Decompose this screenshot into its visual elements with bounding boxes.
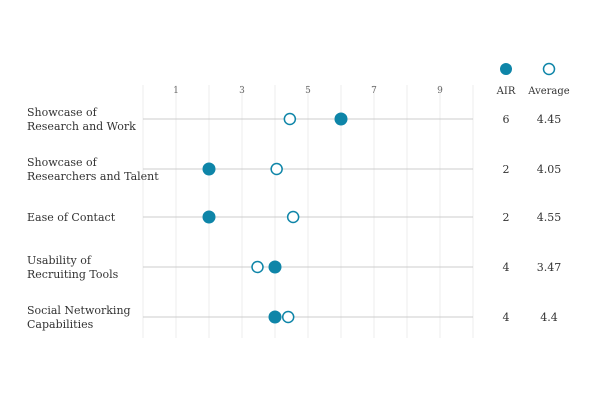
average-value-label: 3.47 xyxy=(537,261,562,274)
air-value-label: 2 xyxy=(503,163,510,176)
legend-average-marker xyxy=(542,62,556,76)
category-label: Ease of Contact xyxy=(27,211,116,224)
average-dot xyxy=(283,112,297,126)
average-dot xyxy=(286,210,300,224)
average-value-label: 4.45 xyxy=(537,113,562,126)
air-dot xyxy=(334,112,348,126)
average-dot xyxy=(270,162,283,176)
legend: AIR Average xyxy=(496,62,570,97)
category-label: Social Networking Capabilities xyxy=(27,304,131,331)
data-points xyxy=(202,112,348,324)
air-dot xyxy=(268,310,282,324)
air-value-label: 2 xyxy=(503,211,510,224)
average-dot xyxy=(251,260,264,274)
air-dot xyxy=(202,162,216,176)
legend-air-label: AIR xyxy=(496,86,516,97)
x-tick-label: 9 xyxy=(437,86,443,96)
x-tick-label: 1 xyxy=(173,86,179,96)
average-value-label: 4.4 xyxy=(540,311,558,324)
air-value-label: 4 xyxy=(503,311,510,324)
average-value-label: 4.05 xyxy=(537,163,562,176)
x-tick-label: 7 xyxy=(371,86,377,96)
air-value-label: 4 xyxy=(503,261,510,274)
x-tick-label: 5 xyxy=(305,86,311,96)
x-tick-label: 3 xyxy=(239,86,245,96)
x-axis-ticks: 1 3 5 7 9 xyxy=(173,86,443,96)
grid-layer xyxy=(142,85,474,338)
legend-air-marker xyxy=(500,63,512,75)
category-label: Usability of Recruiting Tools xyxy=(27,254,119,281)
air-value-label: 6 xyxy=(503,113,510,126)
category-label: Showcase of Research and Work xyxy=(27,106,136,133)
legend-average-label: Average xyxy=(527,86,570,97)
average-value-label: 4.55 xyxy=(537,211,562,224)
air-dot xyxy=(202,210,216,224)
category-rows: Showcase of Research and Work 6 4.45 Showcas… xyxy=(27,106,561,331)
category-label: Showcase of Researchers and Talent xyxy=(27,156,159,183)
average-dot xyxy=(281,310,295,324)
air-dot xyxy=(268,260,282,274)
